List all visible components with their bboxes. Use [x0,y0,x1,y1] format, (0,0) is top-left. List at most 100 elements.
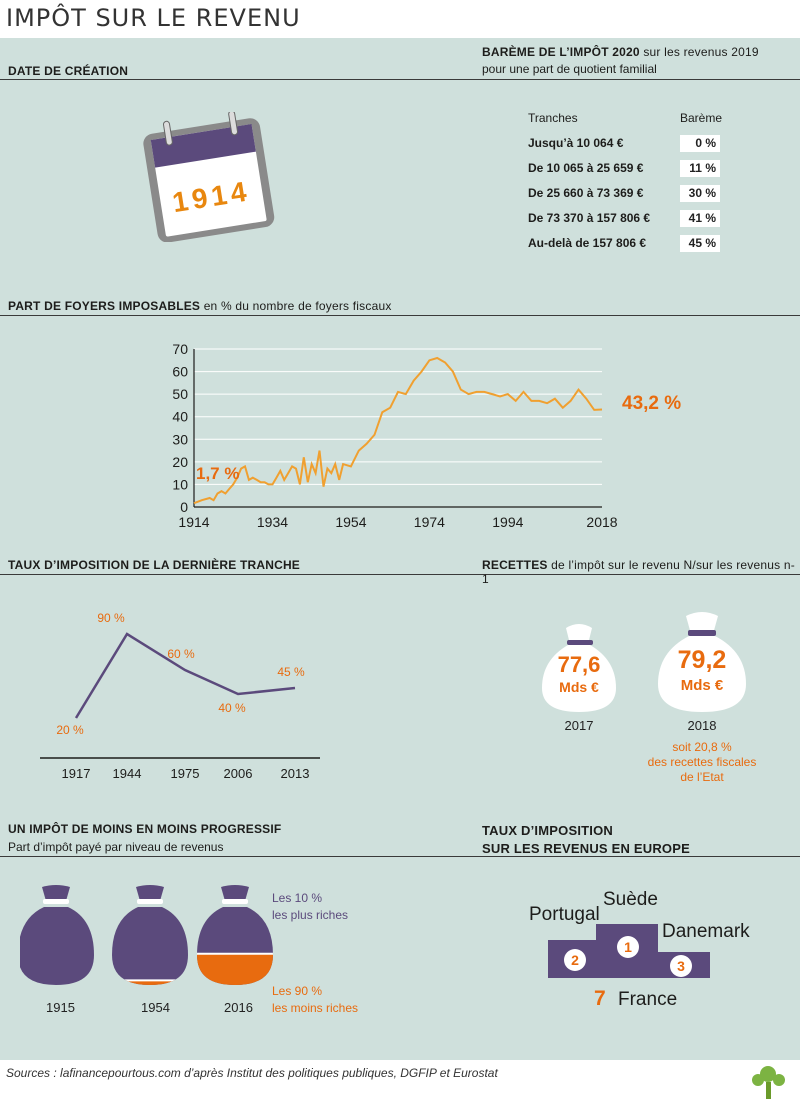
x-tick-label: 1954 [335,514,366,530]
podium-graphic: 2 1 3 [548,924,710,978]
bareme-row-rate: 11 % [680,160,720,177]
bag-neck [42,885,70,901]
recettes-header-note: de l’impôt sur le revenu N/sur les reven… [482,558,795,586]
podium-rank-2: 2 [571,952,579,968]
tranche-value-label: 60 % [167,647,195,661]
divider [0,574,800,575]
podium-rank-1: 1 [624,939,632,955]
recettes-header: RECETTES de l’impôt sur le revenu N/sur … [482,558,800,586]
page-title: IMPÔT SUR LE REVENU [6,4,301,32]
foyers-line-chart: 0 10 20 30 40 50 60 70 1914 1934 1954 1974 1994 2018 [172,341,617,530]
bareme-col-tranches: Tranches [528,111,578,125]
bareme-subtitle: pour une part de quotient familial [482,62,657,76]
legend-top-10: Les 10 % les plus riches [272,890,348,924]
tranche-value-label: 20 % [56,723,84,737]
recettes-2017-year: 2017 [564,718,594,733]
tranche-year-label: 1944 [113,766,142,781]
bareme-col-bareme: Barème [680,111,723,125]
derniere-tranche-header: TAUX D’IMPOSITION DE LA DERNIÈRE TRANCHE [8,558,301,572]
podium-rank-3: 3 [677,958,685,974]
recettes-note: soit 20,8 % des recettes fiscales de l’E… [630,740,774,785]
foyers-header-note: en % du nombre de foyers fiscaux [203,299,392,313]
y-tick-label: 30 [172,431,188,447]
y-tick-label: 70 [172,341,188,357]
money-bag-icon [542,624,616,712]
y-tick-label: 50 [172,386,188,402]
europe-header: TAUX D’IMPOSITION SUR LES REVENUS EN EUR… [482,822,690,858]
bag-share-top-10 [20,907,94,985]
bareme-row-label: Jusqu’à 10 064 € [528,136,624,150]
creation-header: DATE DE CRÉATION [8,64,129,78]
derniere-tranche-chart: 20 % 1917 90 % 1944 60 % 1975 40 % 2006 45 % 2013 [40,611,320,781]
legend-bottom-90: Les 90 % les moins riches [272,983,358,1017]
progressif-header: UN IMPÔT DE MOINS EN MOINS PROGRESSIF [8,822,282,836]
bareme-row-label: De 73 370 à 157 806 € [528,211,651,225]
recettes-2018-value: 79,2 [677,646,727,674]
foyers-header-title: PART DE FOYERS IMPOSABLES [8,299,201,313]
progressif-bags-chart [20,885,273,985]
france-rank: 7 [594,987,606,1010]
bag-tie [222,899,248,904]
bareme-row-label: De 10 065 à 25 659 € [528,161,644,175]
tranche-year-label: 1975 [171,766,200,781]
bag-neck [221,885,249,901]
recettes-2018-unit: Mds € [680,677,724,694]
foyers-start-label: 1,7 % [196,464,240,483]
europe-header-line: SUR LES REVENUS EN EUROPE [482,841,690,856]
podium-country-1: Suède [603,889,658,910]
divider [482,856,800,857]
y-tick-label: 20 [172,454,188,470]
tree-logo-icon [752,1066,785,1099]
bareme-header-title: BARÈME DE L’IMPÔT 2020 [482,45,640,59]
legend-line: Les 10 % [272,891,323,905]
recettes-2017-value: 77,6 [557,652,601,677]
bareme-header-note: sur les revenus 2019 [643,45,759,59]
bag-share-bottom-90 [112,980,188,985]
recettes-header-title: RECETTES [482,558,548,572]
sources-text: Sources : lafinancepourtous.com d’après … [6,1066,498,1080]
divider [0,79,800,80]
bag-share-bottom-90 [197,953,273,985]
france-label: France [618,989,678,1010]
tranche-year-label: 2006 [224,766,253,781]
recettes-2017-unit: Mds € [559,679,599,695]
bareme-row-rate: 0 % [680,135,720,152]
bag-tie [137,899,163,904]
tranche-value-label: 90 % [97,611,125,625]
tranche-value-label: 45 % [277,665,305,679]
legend-line: Les 90 % [272,984,323,998]
x-tick-label: 2018 [586,514,617,530]
tranche-series-line [74,632,296,719]
x-tick-label: 1934 [257,514,288,530]
foyers-series-line [193,356,603,505]
progressif-year: 2016 [224,1000,253,1015]
y-tick-label: 40 [172,409,188,425]
bareme-row-label: De 25 660 à 73 369 € [528,186,644,200]
money-bag-icon [658,612,746,712]
bag-tie [43,899,69,904]
x-tick-label: 1914 [178,514,209,530]
foyers-header: PART DE FOYERS IMPOSABLES en % du nombre… [8,299,392,313]
bag-share-top-10 [112,907,188,985]
x-tick-label: 1974 [414,514,445,530]
podium-country-2: Portugal [529,904,600,925]
bareme-row-rate: 41 % [680,210,720,227]
bareme-row-rate: 30 % [680,185,720,202]
recettes-2018-year: 2018 [687,718,717,733]
legend-line: les moins riches [272,1001,359,1015]
tranche-year-label: 1917 [62,766,91,781]
bareme-row-rate: 45 % [680,235,720,252]
foyers-end-label: 43,2 % [622,393,682,414]
progressif-year: 1954 [141,1000,170,1015]
y-tick-label: 10 [172,476,188,492]
recettes-note-line: soit 20,8 % [672,740,732,754]
recettes-note-line: de l’Etat [680,770,724,784]
europe-header-line: TAUX D’IMPOSITION [482,823,613,838]
calendar-icon: 1914 [143,112,275,242]
progressif-year: 1915 [46,1000,75,1015]
tranche-year-label: 2013 [281,766,310,781]
legend-line: les plus riches [272,908,349,922]
bareme-row-label: Au-delà de 157 806 € [528,236,647,250]
bareme-header: BARÈME DE L’IMPÔT 2020 sur les revenus 2… [482,45,759,59]
y-tick-label: 60 [172,364,188,380]
